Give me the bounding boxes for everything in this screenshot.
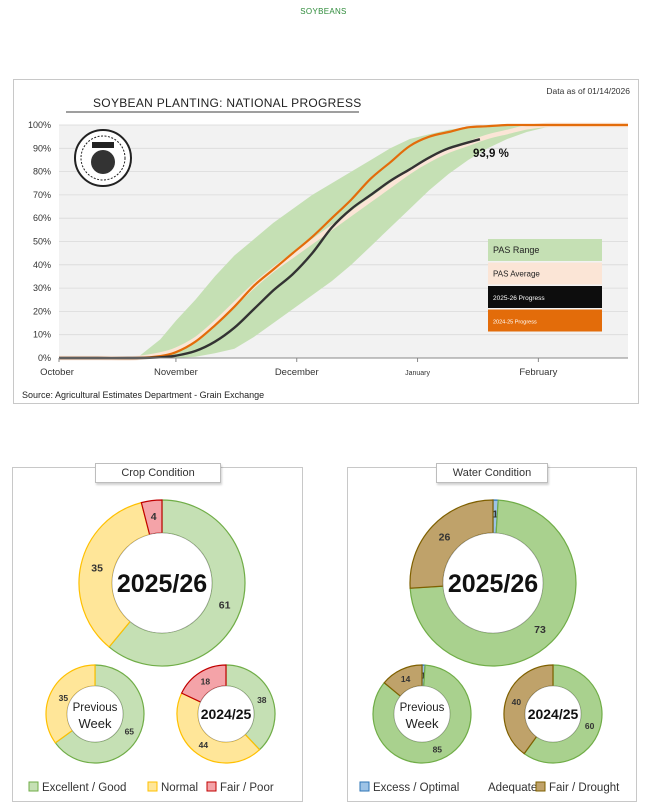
progress-2024-25-line <box>59 123 628 360</box>
donut-center-label: 2024/25 <box>201 706 252 722</box>
donut-2024-25: 60 40 2024/25 <box>503 664 603 764</box>
donut-data-label: 14 <box>401 674 411 684</box>
x-tick-label: November <box>154 367 198 378</box>
section-header: SOYBEANS <box>300 7 347 16</box>
y-tick-label: 50% <box>33 237 51 247</box>
donut-center-label: 2025/26 <box>117 570 207 598</box>
pas-range-band <box>59 125 628 358</box>
donut-2024-25: 38 44 18 2024/25 <box>176 664 276 764</box>
crop-condition-charts: 61 35 4 2025/26 65 35 Previous Week 38 44 18 2024/2… <box>28 499 276 794</box>
donut-data-label: 40 <box>512 697 522 707</box>
donut-center-label-line1: Previous <box>73 702 118 714</box>
donut-hole <box>66 685 124 743</box>
donut-2025-26: 1 73 26 2025/26 <box>409 499 577 667</box>
x-tick-label: February <box>519 367 557 378</box>
donut-data-label: 44 <box>199 740 209 750</box>
donut-data-label: 1 <box>492 509 498 521</box>
donut-2025-26: 61 35 4 2025/26 <box>78 499 246 667</box>
y-tick-label: 30% <box>33 283 51 293</box>
x-tick-label: December <box>275 367 319 378</box>
y-tick-label: 60% <box>33 213 51 223</box>
donut-center-label-line1: Previous <box>400 702 445 714</box>
legend-label: 2024-25 Progress <box>493 320 537 326</box>
donut-hole <box>524 685 582 743</box>
legend-label: Fair / Drought <box>549 782 620 794</box>
legend-label: PAS Average <box>493 270 540 279</box>
y-tick-label: 40% <box>33 260 51 270</box>
crop-legend: Excellent / Good Normal Fair / Poor <box>28 781 274 794</box>
legend-label: Fair / Poor <box>220 782 274 794</box>
exchange-logo <box>74 129 132 187</box>
x-tick-label: January <box>405 370 430 377</box>
source-note: Source: Agricultural Estimates Departmen… <box>22 390 264 400</box>
water-condition-title: Water Condition <box>436 463 548 483</box>
donut-previous-week: 1 85 14 Previous Week <box>372 664 472 764</box>
pas-average-line <box>59 122 628 361</box>
legend-label: Excellent / Good <box>42 782 126 794</box>
water-legend: Excess / Optimal Adequate Fair / Drought <box>359 781 620 794</box>
y-tick-label: 10% <box>33 330 51 340</box>
legend-swatch <box>28 781 39 792</box>
chart-legend: PAS Range PAS Average 2025-26 Progress 2024… <box>488 239 602 332</box>
legend-label: Adequate <box>488 782 537 794</box>
y-tick-label: 80% <box>33 167 51 177</box>
date-note: Data as of 01/14/2026 <box>546 86 630 96</box>
y-tick-label: 20% <box>33 306 51 316</box>
planting-progress-chart: Data as of 01/14/2026 SOYBEAN PLANTING: … <box>22 86 630 400</box>
donut-center-label-line2: Week <box>406 716 439 731</box>
legend-label: Normal <box>161 782 198 794</box>
legend-swatch <box>488 309 602 332</box>
y-tick-label: 70% <box>33 190 51 200</box>
progress-2025-26-line <box>59 138 481 360</box>
donut-data-label: 26 <box>439 532 451 544</box>
donut-center-label: 2025/26 <box>448 570 538 598</box>
donut-hole <box>197 685 255 743</box>
y-tick-label: 0% <box>38 353 51 363</box>
chart-title: SOYBEAN PLANTING: NATIONAL PROGRESS <box>93 96 362 110</box>
donut-center-label-line2: Week <box>79 716 112 731</box>
legend-swatch <box>488 239 602 261</box>
x-tick-label: October <box>40 367 74 378</box>
donut-data-label: 35 <box>91 563 103 575</box>
legend-swatch <box>488 262 602 285</box>
donut-center-label: 2024/25 <box>528 706 579 722</box>
legend-swatch <box>206 781 217 792</box>
donut-data-label: 35 <box>59 693 69 703</box>
donut-data-label: 85 <box>433 744 443 754</box>
donut-data-label: 4 <box>151 511 157 523</box>
water-condition-charts: 1 73 26 2025/26 1 85 14 Previous Week 60 40 2024/25… <box>359 499 620 794</box>
donut-data-label: 61 <box>219 600 231 612</box>
donut-data-label: 60 <box>585 721 595 731</box>
legend-label: PAS Range <box>493 245 539 255</box>
progress-annotation: 93,9 % <box>473 148 509 160</box>
donut-data-label: 38 <box>257 695 267 705</box>
legend-label: Excess / Optimal <box>373 782 459 794</box>
donut-data-label: 1 <box>421 671 426 681</box>
legend-label: 2025-26 Progress <box>493 295 545 302</box>
donut-hole <box>393 685 451 743</box>
legend-swatch <box>488 286 602 308</box>
donut-data-label: 18 <box>201 677 211 687</box>
donut-data-label: 65 <box>125 727 135 737</box>
legend-swatch <box>535 781 546 792</box>
legend-swatch <box>359 781 370 792</box>
y-tick-label: 90% <box>33 143 51 153</box>
donut-data-label: 73 <box>534 624 546 636</box>
donut-hole <box>111 532 213 634</box>
donut-previous-week: 65 35 Previous Week <box>45 664 145 764</box>
planting-progress-panel: Data as of 01/14/2026 SOYBEAN PLANTING: … <box>13 79 639 404</box>
donut-hole <box>442 532 544 634</box>
y-tick-label: 100% <box>28 120 51 130</box>
crop-condition-title: Crop Condition <box>95 463 221 483</box>
water-condition-panel: Water Condition 1 73 26 2025/26 1 85 14 Previou… <box>347 463 637 802</box>
crop-condition-panel: Crop Condition 61 35 4 2025/26 65 35 Previous W… <box>12 463 303 802</box>
legend-swatch <box>147 781 158 792</box>
